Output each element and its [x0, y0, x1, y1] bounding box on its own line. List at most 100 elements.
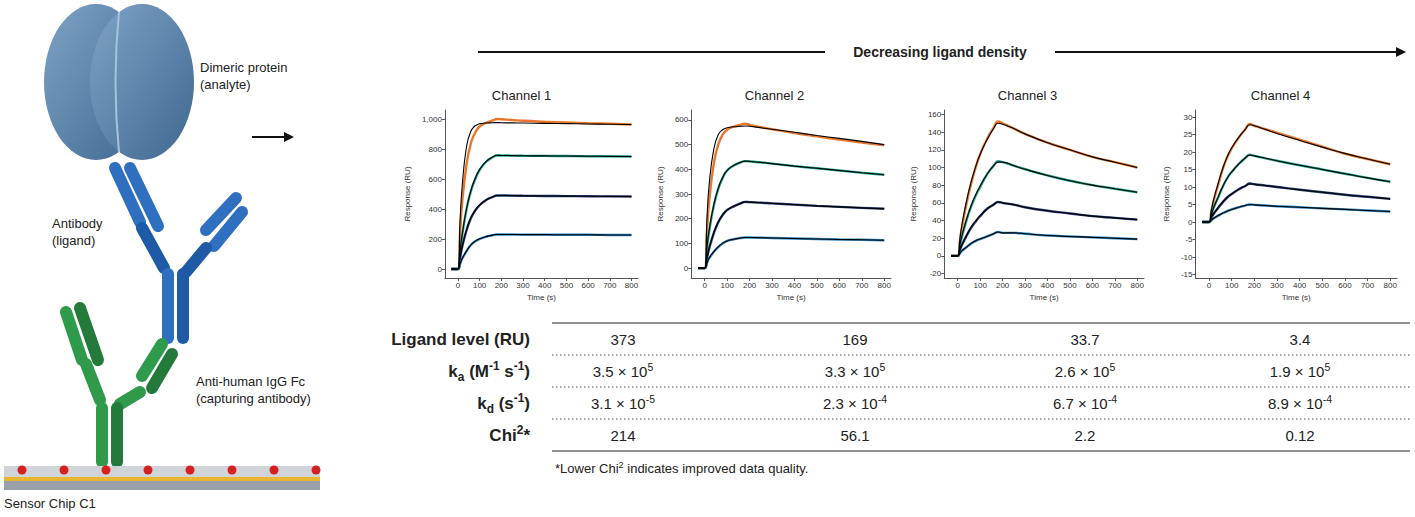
svg-text:800: 800: [1131, 281, 1145, 290]
svg-text:214: 214: [610, 427, 635, 444]
svg-text:-15: -15: [1181, 270, 1193, 279]
svg-text:3.3 × 105: 3.3 × 105: [825, 361, 886, 380]
svg-text:0: 0: [955, 281, 960, 290]
svg-text:-10: -10: [1181, 253, 1193, 262]
svg-text:373: 373: [610, 331, 635, 348]
svg-text:100: 100: [928, 163, 942, 172]
svg-text:300: 300: [1018, 281, 1032, 290]
svg-text:Channel 1: Channel 1: [492, 88, 551, 103]
svg-text:700: 700: [1361, 281, 1375, 290]
svg-text:400: 400: [538, 281, 552, 290]
svg-text:600: 600: [833, 281, 847, 290]
svg-text:Sensor Chip C1: Sensor Chip C1: [4, 496, 96, 511]
svg-text:0: 0: [1207, 281, 1212, 290]
svg-text:160: 160: [928, 110, 942, 119]
svg-text:169: 169: [842, 331, 867, 348]
svg-text:Decreasing ligand density: Decreasing ligand density: [853, 44, 1027, 60]
svg-text:600: 600: [1338, 281, 1352, 290]
svg-text:200: 200: [1248, 281, 1262, 290]
svg-text:700: 700: [855, 281, 869, 290]
svg-text:300: 300: [675, 190, 689, 199]
svg-text:500: 500: [810, 281, 824, 290]
svg-text:Anti-human IgG Fc: Anti-human IgG Fc: [196, 374, 306, 389]
svg-text:300: 300: [516, 281, 530, 290]
svg-text:Channel 4: Channel 4: [1251, 88, 1310, 103]
svg-text:1.9 × 105: 1.9 × 105: [1270, 361, 1331, 380]
svg-text:120: 120: [928, 145, 942, 154]
svg-text:500: 500: [1316, 281, 1330, 290]
svg-text:Dimeric protein: Dimeric protein: [200, 60, 287, 75]
svg-text:Response (RU): Response (RU): [1162, 166, 1171, 221]
svg-text:Time (s): Time (s): [1282, 293, 1311, 302]
svg-text:40: 40: [932, 216, 941, 225]
svg-text:700: 700: [1108, 281, 1122, 290]
svg-text:0: 0: [684, 264, 689, 273]
svg-text:600: 600: [429, 175, 443, 184]
svg-text:300: 300: [1270, 281, 1284, 290]
svg-text:*Lower Chi2 indicates improved: *Lower Chi2 indicates improved data qual…: [555, 460, 808, 476]
svg-text:0: 0: [702, 281, 707, 290]
svg-text:20: 20: [1184, 148, 1193, 157]
svg-text:100: 100: [973, 281, 987, 290]
svg-text:33.7: 33.7: [1070, 331, 1099, 348]
svg-text:8.9 × 10-4: 8.9 × 10-4: [1268, 393, 1332, 412]
svg-text:200: 200: [495, 281, 509, 290]
svg-text:Chi2*: Chi2*: [489, 423, 530, 445]
svg-text:Channel 3: Channel 3: [998, 88, 1057, 103]
svg-text:3.4: 3.4: [1290, 331, 1311, 348]
svg-text:56.1: 56.1: [840, 427, 869, 444]
svg-text:400: 400: [429, 205, 443, 214]
svg-text:-5: -5: [1185, 235, 1193, 244]
svg-text:Response (RU): Response (RU): [909, 166, 918, 221]
svg-text:400: 400: [675, 165, 689, 174]
svg-text:800: 800: [429, 145, 443, 154]
svg-text:500: 500: [560, 281, 574, 290]
svg-text:600: 600: [1086, 281, 1100, 290]
svg-text:500: 500: [1063, 281, 1077, 290]
svg-text:25: 25: [1184, 130, 1193, 139]
svg-text:800: 800: [1384, 281, 1398, 290]
svg-text:20: 20: [932, 234, 941, 243]
svg-text:100: 100: [675, 239, 689, 248]
svg-text:3.5 × 105: 3.5 × 105: [593, 361, 654, 380]
svg-text:6.7 × 10-4: 6.7 × 10-4: [1053, 393, 1117, 412]
svg-text:0: 0: [937, 251, 942, 260]
svg-text:100: 100: [720, 281, 734, 290]
svg-text:200: 200: [429, 235, 443, 244]
svg-text:200: 200: [743, 281, 757, 290]
svg-text:800: 800: [625, 281, 639, 290]
svg-text:Time (s): Time (s): [527, 293, 556, 302]
svg-text:0.12: 0.12: [1285, 427, 1314, 444]
svg-text:0: 0: [1188, 218, 1193, 227]
svg-text:800: 800: [878, 281, 892, 290]
svg-text:Response (RU): Response (RU): [656, 166, 665, 221]
svg-text:60: 60: [932, 198, 941, 207]
svg-text:200: 200: [675, 214, 689, 223]
svg-text:400: 400: [1293, 281, 1307, 290]
svg-text:140: 140: [928, 128, 942, 137]
svg-text:2.3 × 10-4: 2.3 × 10-4: [823, 393, 887, 412]
svg-text:0: 0: [437, 265, 442, 274]
svg-text:kd (s-1): kd (s-1): [477, 391, 530, 416]
svg-text:Time (s): Time (s): [777, 293, 806, 302]
svg-text:300: 300: [765, 281, 779, 290]
svg-text:2.6 × 105: 2.6 × 105: [1055, 361, 1116, 380]
svg-text:100: 100: [473, 281, 487, 290]
svg-text:5: 5: [1188, 200, 1193, 209]
svg-text:Time (s): Time (s): [1030, 293, 1059, 302]
svg-text:0: 0: [456, 281, 461, 290]
svg-text:500: 500: [675, 140, 689, 149]
svg-text:Channel 2: Channel 2: [745, 88, 804, 103]
svg-text:200: 200: [996, 281, 1010, 290]
svg-text:-20: -20: [930, 269, 942, 278]
svg-text:80: 80: [932, 181, 941, 190]
svg-text:15: 15: [1184, 165, 1193, 174]
svg-text:100: 100: [1225, 281, 1239, 290]
svg-text:Antibody: Antibody: [52, 216, 103, 231]
svg-text:400: 400: [788, 281, 802, 290]
svg-text:Ligand level (RU): Ligand level (RU): [391, 330, 530, 349]
svg-text:600: 600: [675, 115, 689, 124]
svg-text:1,000: 1,000: [422, 115, 443, 124]
svg-text:30: 30: [1184, 113, 1193, 122]
svg-text:400: 400: [1041, 281, 1055, 290]
